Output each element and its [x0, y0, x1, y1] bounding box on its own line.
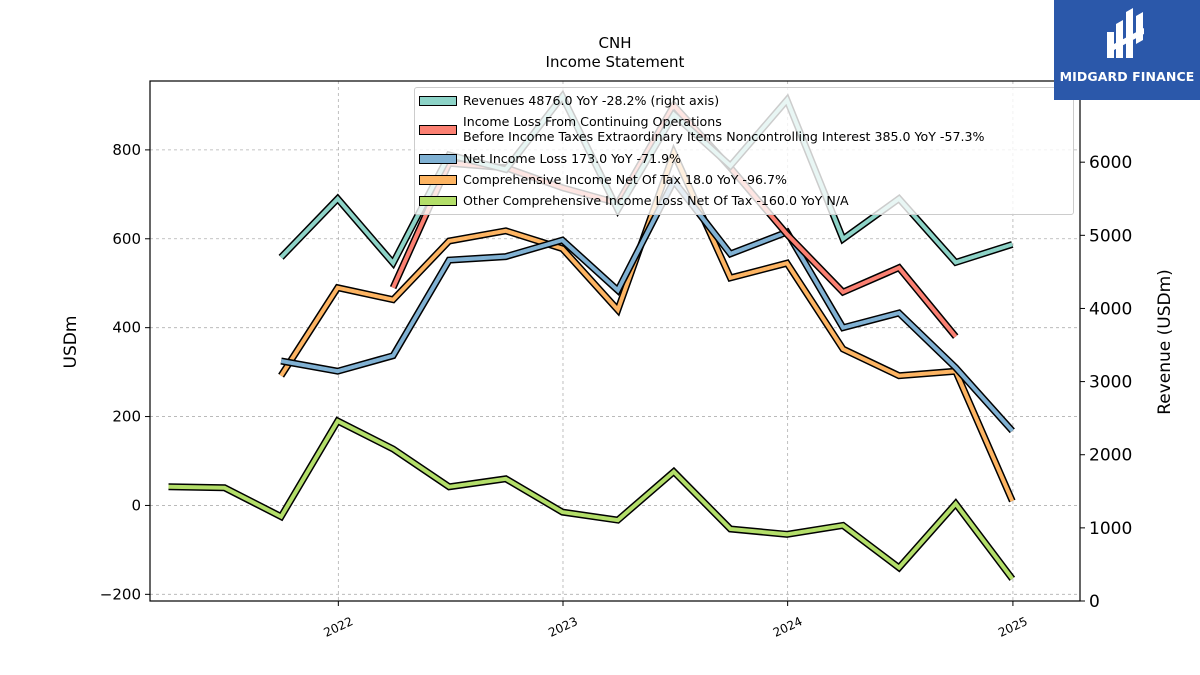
chart-legend: Revenues 4876.0 YoY -28.2% (right axis) …: [414, 87, 1074, 215]
y-axis-label-right: Revenue (USDm): [1155, 269, 1175, 415]
tick-label-y-right: 6000: [1089, 153, 1132, 173]
tick-label-y-right: 0: [1089, 592, 1100, 612]
y-axis-label: USDm: [61, 316, 81, 369]
series-outline-net-income: [280, 174, 1015, 434]
legend-swatch-net-income: [419, 154, 457, 164]
tick-label-y-right: 2000: [1089, 446, 1132, 466]
tick-layer: −200 0 200 400 600 800 0 1000 2000 3000 4000 5000 60…: [100, 141, 1132, 640]
series-line-net-income: [280, 177, 1014, 433]
tick-label-y: 800: [112, 141, 141, 159]
tick-label-y-right: 5000: [1089, 226, 1132, 246]
tick-label-x: 2025: [996, 614, 1030, 640]
tick-label-x: 2022: [322, 614, 356, 640]
tick-label-y: 400: [112, 319, 141, 337]
tick-label-x: 2024: [771, 614, 805, 640]
tick-label-y-right: 1000: [1089, 519, 1132, 539]
tick-label-x: 2023: [546, 614, 580, 640]
tick-label-y: 200: [112, 408, 141, 426]
plot-frame: [149, 80, 1081, 602]
chart-title: CNH: [599, 34, 632, 52]
logo-text: MIDGARD FINANCE: [1059, 69, 1195, 84]
legend-swatch-other-comprehensive-income: [419, 196, 457, 206]
tick-label-y: 600: [112, 230, 141, 248]
legend-swatch-revenues: [419, 96, 457, 106]
series-outline-other-comprehensive-income: [168, 416, 1016, 581]
legend-label-comprehensive-income: Comprehensive Income Net Of Tax 18.0 YoY…: [463, 172, 787, 187]
legend-label-pretax-income-line2: Before Income Taxes Extraordinary Items …: [463, 129, 985, 144]
tick-label-y: −200: [100, 585, 141, 603]
legend-swatch-comprehensive-income: [419, 175, 457, 185]
series-other-comprehensive-income: [168, 416, 1016, 581]
chart-subtitle: Income Statement: [546, 53, 685, 71]
series-line-other-comprehensive-income: [168, 418, 1014, 581]
tick-label-y: 0: [131, 496, 141, 514]
legend-swatch-pretax-income: [419, 125, 457, 135]
brand-logo: MIDGARD FINANCE: [1054, 0, 1200, 100]
tick-label-y-right: 4000: [1089, 299, 1132, 319]
series-net-income: [280, 174, 1015, 434]
legend-label-net-income: Net Income Loss 173.0 YoY -71.9%: [463, 151, 682, 166]
tick-label-y-right: 3000: [1089, 373, 1132, 393]
legend-label-revenues: Revenues 4876.0 YoY -28.2% (right axis): [463, 93, 720, 108]
logo-mark-icon: [1107, 8, 1144, 58]
legend-label-pretax-income-line1: Income Loss From Continuing Operations: [463, 114, 722, 129]
legend-label-other-comprehensive-income: Other Comprehensive Income Loss Net Of T…: [463, 193, 849, 208]
